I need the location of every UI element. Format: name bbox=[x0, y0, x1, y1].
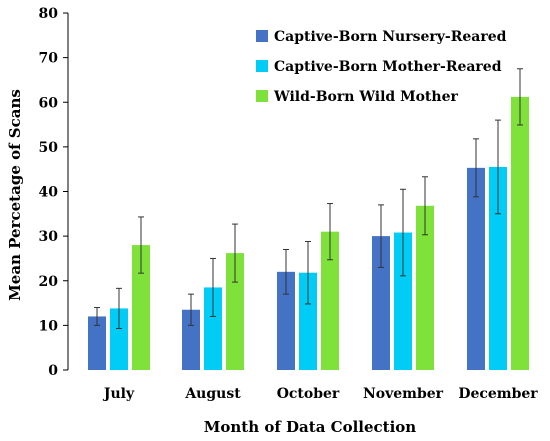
bar bbox=[489, 166, 507, 370]
y-tick-label: 50 bbox=[39, 140, 59, 156]
legend: Captive-Born Nursery-Reared Captive-Born … bbox=[256, 29, 507, 105]
legend-swatch bbox=[256, 30, 268, 42]
y-axis-title: Mean Percetage of Scans bbox=[6, 89, 24, 301]
bar bbox=[277, 271, 295, 370]
x-axis-title: Month of Data Collection bbox=[204, 418, 416, 436]
legend-label: Wild-Born Wild Mother bbox=[273, 89, 458, 105]
bar bbox=[372, 236, 390, 370]
x-tick-label: November bbox=[363, 386, 444, 402]
legend-label: Captive-Born Mother-Reared bbox=[274, 59, 502, 75]
bar bbox=[182, 309, 200, 370]
y-tick-label: 40 bbox=[39, 185, 59, 201]
bar bbox=[226, 253, 244, 370]
y-tick-label: 60 bbox=[39, 95, 59, 111]
y-tick-label: 20 bbox=[39, 274, 59, 290]
legend-swatch bbox=[256, 60, 268, 72]
y-tick-label: 10 bbox=[39, 318, 59, 334]
x-tick-label: October bbox=[277, 386, 340, 402]
legend-swatch bbox=[256, 90, 268, 102]
bar bbox=[511, 96, 529, 371]
error-bars-layer bbox=[94, 68, 523, 329]
x-tick-label: July bbox=[102, 386, 135, 402]
y-tick-label: 30 bbox=[39, 229, 59, 245]
bar bbox=[299, 272, 317, 370]
bar bbox=[132, 245, 150, 370]
bar bbox=[321, 231, 339, 370]
x-axis-tick-labels: July August October November December bbox=[102, 386, 538, 402]
y-tick-label: 80 bbox=[39, 6, 59, 22]
y-axis-ticks: 0 10 20 30 40 50 60 70 80 bbox=[39, 6, 68, 379]
bar bbox=[110, 308, 128, 370]
bar bbox=[467, 167, 485, 370]
x-tick-label: August bbox=[184, 386, 241, 402]
bar bbox=[88, 316, 106, 370]
y-tick-label: 0 bbox=[48, 363, 58, 379]
bars-layer bbox=[88, 96, 529, 371]
y-tick-label: 70 bbox=[39, 51, 59, 67]
bar bbox=[416, 205, 434, 370]
x-tick-label: December bbox=[458, 386, 538, 402]
bar bbox=[394, 232, 412, 370]
legend-label: Captive-Born Nursery-Reared bbox=[274, 29, 507, 45]
bar bbox=[204, 287, 222, 370]
